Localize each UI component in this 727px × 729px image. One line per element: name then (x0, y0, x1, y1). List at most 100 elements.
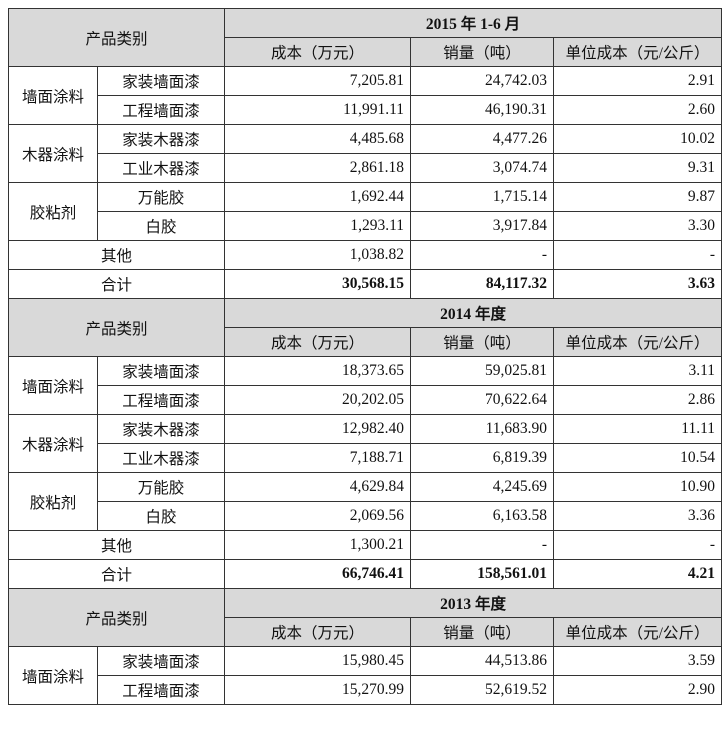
cost-value: 11,991.11 (224, 95, 412, 125)
total-label: 合计 (7, 559, 226, 589)
total-label: 合计 (7, 269, 226, 299)
unit-cost-value: 3.36 (553, 501, 723, 531)
unit-cost-value: 3.30 (553, 211, 723, 241)
other-cost: 1,038.82 (224, 240, 412, 270)
table-row: 胶粘剂 万能胶 1,692.44 1,715.14 9.87 (8, 182, 723, 241)
volume-header: 销量（吨） (410, 327, 555, 357)
total-cost: 30,568.15 (224, 269, 412, 299)
cost-value: 20,202.05 (224, 385, 412, 415)
volume-value: 52,619.52 (410, 675, 555, 705)
total-cost: 66,746.41 (224, 559, 412, 589)
cost-value: 4,629.84 (224, 472, 412, 502)
total-volume: 84,117.32 (410, 269, 555, 299)
other-row: 其他 1,038.82- - (7, 240, 723, 270)
product-name: 家装墙面漆 (96, 66, 226, 96)
other-unit-cost: - (553, 530, 723, 560)
period-header: 2014 年度 (224, 298, 723, 328)
product-cost-table: 产品类别 2015 年 1-6 月成本（万元） 销量（吨） 单位成本（元/公斤） 墙面涂… (7, 8, 723, 705)
unit-cost-value: 9.31 (553, 153, 723, 183)
volume-value: 24,742.03 (410, 66, 555, 96)
product-name: 家装墙面漆 (96, 356, 226, 386)
cost-value: 12,982.40 (224, 414, 412, 444)
volume-header: 销量（吨） (410, 37, 555, 67)
cost-value: 15,270.99 (224, 675, 412, 705)
group-name: 木器涂料 (8, 124, 98, 183)
table-row: 白胶 1,293.11 3,917.84 3.30 (9, 211, 723, 241)
table-row: 墙面涂料 家装墙面漆 18,373.65 59,025.81 3.11 (8, 356, 723, 415)
group-name: 木器涂料 (8, 414, 98, 473)
cost-value: 7,188.71 (224, 443, 412, 473)
other-unit-cost: - (553, 240, 723, 270)
product-name: 万能胶 (96, 472, 226, 502)
period-header: 2015 年 1-6 月 (224, 8, 723, 38)
unit-cost-header: 单位成本（元/公斤） (553, 37, 723, 67)
table-row: 墙面涂料 家装墙面漆 7,205.81 24,742.03 2.91 (8, 66, 723, 125)
unit-cost-value: 10.54 (553, 443, 723, 473)
group-name: 墙面涂料 (8, 646, 98, 705)
unit-cost-value: 10.90 (553, 472, 723, 502)
cost-value: 2,861.18 (224, 153, 412, 183)
volume-value: 3,917.84 (410, 211, 555, 241)
product-name: 工程墙面漆 (96, 95, 226, 125)
product-name: 家装木器漆 (96, 124, 226, 154)
cost-value: 18,373.65 (224, 356, 412, 386)
table-row: 胶粘剂 万能胶 4,629.84 4,245.69 10.90 (8, 472, 723, 531)
table-row: 工程墙面漆 15,270.99 52,619.52 2.90 (9, 675, 723, 705)
unit-cost-value: 9.87 (553, 182, 723, 212)
group-name: 胶粘剂 (8, 182, 98, 241)
volume-value: 4,477.26 (410, 124, 555, 154)
cost-value: 1,692.44 (224, 182, 412, 212)
product-name: 家装木器漆 (96, 414, 226, 444)
cost-value: 4,485.68 (224, 124, 412, 154)
cost-value: 15,980.45 (224, 646, 412, 676)
product-name: 工程墙面漆 (96, 385, 226, 415)
category-header: 产品类别 (7, 588, 226, 647)
other-volume: - (410, 240, 555, 270)
total-unit-cost: 3.63 (553, 269, 723, 299)
section-header-row: 产品类别 2013 年度 (7, 588, 723, 647)
other-cost: 1,300.21 (224, 530, 412, 560)
cost-header: 成本（万元） (224, 327, 412, 357)
cost-header: 成本（万元） (224, 37, 412, 67)
other-label: 其他 (7, 530, 226, 560)
volume-value: 6,163.58 (410, 501, 555, 531)
volume-value: 59,025.81 (410, 356, 555, 386)
volume-header: 销量（吨） (410, 617, 555, 647)
table-row: 工业木器漆 2,861.18 3,074.74 9.31 (9, 153, 723, 183)
unit-cost-value: 10.02 (553, 124, 723, 154)
category-header: 产品类别 (7, 8, 226, 67)
cost-value: 2,069.56 (224, 501, 412, 531)
total-row: 合计 30,568.15 84,117.32 3.63 (7, 269, 723, 299)
volume-value: 6,819.39 (410, 443, 555, 473)
total-unit-cost: 4.21 (553, 559, 723, 589)
volume-value: 11,683.90 (410, 414, 555, 444)
product-name: 白胶 (96, 501, 226, 531)
column-header-row: 成本（万元） 销量（吨） 单位成本（元/公斤） (9, 327, 723, 357)
group-name: 墙面涂料 (8, 66, 98, 125)
other-row: 其他 1,300.21- - (7, 530, 723, 560)
section-header-row: 产品类别 2014 年度 (7, 298, 723, 357)
product-name: 家装墙面漆 (96, 646, 226, 676)
volume-value: 3,074.74 (410, 153, 555, 183)
total-row: 合计 66,746.41 158,561.01 4.21 (7, 559, 723, 589)
cost-value: 1,293.11 (224, 211, 412, 241)
period-header: 2013 年度 (224, 588, 723, 618)
table-row: 工程墙面漆 20,202.05 70,622.64 2.86 (9, 385, 723, 415)
total-volume: 158,561.01 (410, 559, 555, 589)
column-header-row: 成本（万元） 销量（吨） 单位成本（元/公斤） (9, 617, 723, 647)
unit-cost-header: 单位成本（元/公斤） (553, 327, 723, 357)
other-volume: - (410, 530, 555, 560)
unit-cost-value: 2.90 (553, 675, 723, 705)
table-row: 木器涂料 家装木器漆 12,982.40 11,683.90 11.11 (8, 414, 723, 473)
section-header-row: 产品类别 2015 年 1-6 月 (7, 8, 723, 67)
table-row: 工业木器漆 7,188.71 6,819.39 10.54 (9, 443, 723, 473)
table-row: 白胶 2,069.56 6,163.58 3.36 (9, 501, 723, 531)
volume-value: 46,190.31 (410, 95, 555, 125)
unit-cost-value: 2.86 (553, 385, 723, 415)
cost-value: 7,205.81 (224, 66, 412, 96)
volume-value: 70,622.64 (410, 385, 555, 415)
unit-cost-value: 11.11 (553, 414, 723, 444)
table-row: 工程墙面漆 11,991.11 46,190.31 2.60 (9, 95, 723, 125)
volume-value: 4,245.69 (410, 472, 555, 502)
group-name: 胶粘剂 (8, 472, 98, 531)
